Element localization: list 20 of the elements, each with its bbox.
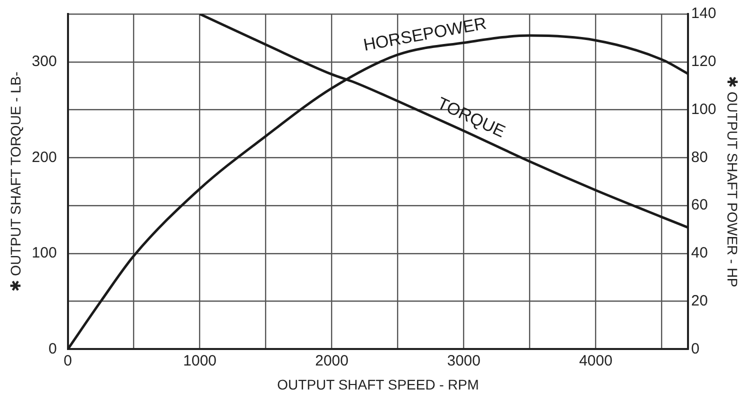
- y2-tick-label: 140: [691, 5, 716, 22]
- y2-tick-label: 20: [691, 292, 708, 310]
- x-tick-label: 2000: [315, 352, 348, 370]
- x-axis-title: OUTPUT SHAFT SPEED - RPM: [277, 376, 479, 392]
- y2-tick-label: 100: [691, 100, 716, 118]
- y-tick-label: 200: [32, 148, 57, 166]
- x-tick-label: 0: [64, 352, 72, 370]
- y-tick-label: 300: [32, 53, 57, 70]
- y-tick-label: 0: [48, 340, 57, 358]
- y2-tick-label: 60: [691, 196, 708, 214]
- y-tick-label: 100: [32, 244, 57, 262]
- x-tick-label: 3000: [447, 352, 480, 370]
- x-tick-label: 1000: [183, 352, 217, 370]
- y-axis-title: ✱ OUTPUT SHAFT TORQUE - LB-: [7, 71, 24, 292]
- y2-tick-label: 40: [691, 244, 708, 262]
- y2-tick-label: 80: [691, 148, 708, 166]
- y2-tick-label: 120: [691, 53, 716, 70]
- y2-tick-label: 0: [691, 340, 700, 358]
- y2-axis-title: ✱ OUTPUT SHAFT POWER - HP: [724, 76, 741, 288]
- x-tick-label: 4000: [579, 352, 612, 370]
